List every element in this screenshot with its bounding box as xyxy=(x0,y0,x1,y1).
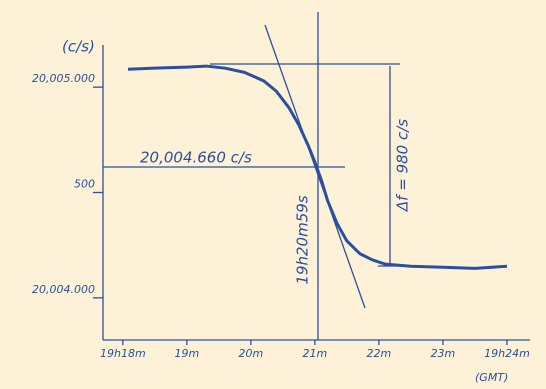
annotation: Δf = 980 c/s xyxy=(394,119,412,212)
x-axis-label: (GMT) xyxy=(475,371,508,384)
y-tick-label: 500 xyxy=(74,178,95,191)
y-axis-label: (c/s) xyxy=(62,38,95,56)
annotation: 19h20m59s xyxy=(294,195,312,284)
y-tick-label: 20,004.000 xyxy=(32,283,95,296)
x-tick-label: 19h18m xyxy=(100,347,146,360)
annotation: 20,004.660 c/s xyxy=(140,149,252,167)
x-tick-label: 20m xyxy=(239,347,264,360)
x-tick-label: 21m xyxy=(303,347,328,360)
x-tick-label: 19h24m xyxy=(484,347,530,360)
data-line xyxy=(127,64,508,270)
y-tick-label: 20,005.000 xyxy=(32,72,95,85)
x-tick-label: 19m xyxy=(175,347,200,360)
x-tick-label: 23m xyxy=(431,347,456,360)
x-tick-label: 22m xyxy=(367,347,392,360)
